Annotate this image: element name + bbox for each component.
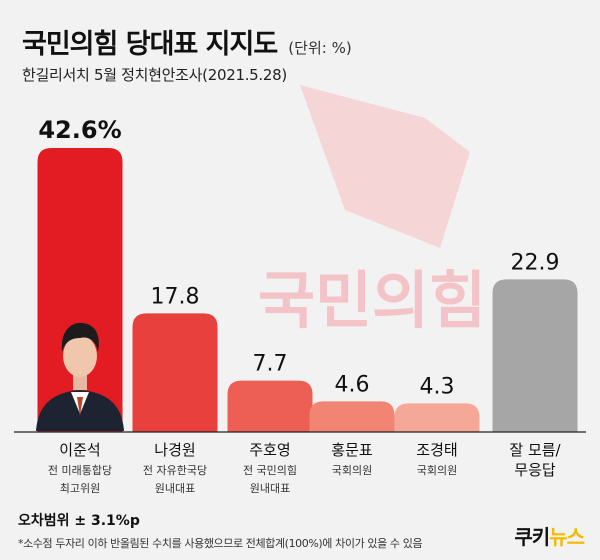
value-label-4: 4.3 [420, 374, 455, 399]
description-label-1-1: 원내대표 [155, 482, 195, 495]
bar-3 [309, 401, 395, 432]
watermark-shape [300, 85, 470, 248]
value-label-3: 4.6 [335, 372, 370, 397]
footnote: *소수점 두자리 이하 반올림된 수치를 사용했으므로 전체합계(100%)에 … [18, 537, 423, 550]
value-label-1: 17.8 [151, 284, 200, 309]
description-label-0-0: 전 미래통합당 [48, 464, 112, 477]
category-label-5-0: 잘 모름/ [509, 441, 561, 459]
page-title: 국민의힘 당대표 지지도 [22, 29, 278, 60]
bar-2 [227, 380, 313, 432]
description-label-2-0: 전 국민의힘 [243, 464, 297, 477]
party-watermark: 국민의힘 [258, 85, 486, 337]
bar-1 [132, 313, 218, 432]
value-label-2: 7.7 [253, 352, 288, 377]
title-row: 국민의힘 당대표 지지도 (단위: %) [22, 22, 352, 61]
logo-main: 쿠키 [514, 525, 550, 549]
unit-label: (단위: %) [288, 39, 352, 57]
category-label-5-1: 무응답 [514, 461, 556, 479]
page-subtitle: 한길리서치 5월 정치현안조사(2021.5.28) [22, 66, 287, 84]
description-label-2-1: 원내대표 [250, 482, 290, 495]
bar-5 [492, 279, 578, 432]
description-label-0-1: 최고위원 [60, 482, 100, 495]
category-label-3-0: 홍문표 [331, 441, 373, 459]
bars-group [37, 148, 578, 432]
avatar [36, 322, 124, 431]
logo-accent: 뉴스 [549, 525, 585, 549]
bar-4 [394, 403, 480, 432]
description-label-1-0: 전 자유한국당 [143, 464, 207, 477]
category-label-2-0: 주호영 [249, 441, 290, 459]
bar-0 [37, 148, 123, 432]
value-label-0: 42.6% [38, 116, 121, 144]
description-label-3-0: 국회의원 [332, 464, 372, 477]
category-label-4-0: 조경태 [416, 441, 457, 459]
margin-of-error: 오차범위 ± 3.1%p [18, 513, 140, 529]
description-label-4-0: 국회의원 [417, 464, 457, 477]
value-label-5: 22.9 [511, 250, 560, 275]
watermark-text: 국민의힘 [258, 264, 486, 337]
category-label-1-0: 나경원 [154, 441, 195, 459]
category-label-0-0: 이준석 [59, 441, 100, 459]
brand-logo: 쿠키뉴스 [514, 521, 585, 550]
